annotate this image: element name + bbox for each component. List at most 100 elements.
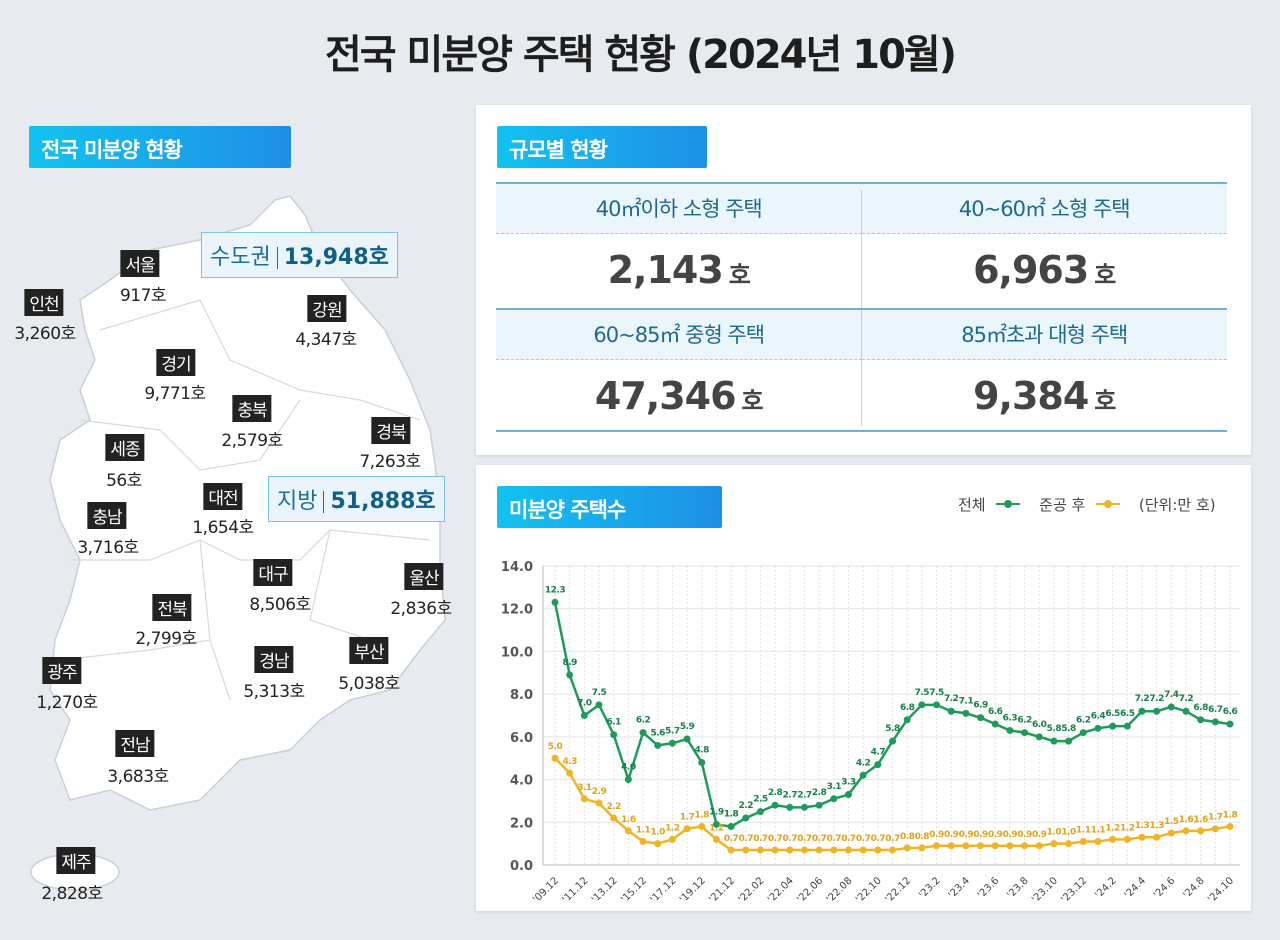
data-point — [859, 846, 867, 854]
data-point — [1153, 707, 1161, 715]
x-tick-label: '23.12 — [1059, 875, 1089, 905]
x-tick-label: '22.08 — [825, 875, 855, 905]
data-point — [977, 714, 985, 722]
region-value: 917호 — [119, 286, 167, 306]
data-point — [1211, 825, 1219, 833]
data-label: 0.9 — [988, 830, 1003, 840]
size-value: 9,384 — [973, 374, 1089, 418]
data-label: 0.7 — [812, 834, 827, 844]
region-value: 8,506호 — [249, 595, 311, 615]
region-name: 전남 — [115, 730, 155, 757]
data-label: 7.2 — [1135, 694, 1150, 704]
x-tick-label: '22.06 — [795, 875, 825, 905]
data-point — [1153, 833, 1161, 841]
y-tick-label: 12.0 — [501, 603, 533, 618]
size-label: 40~60㎡ 소형 주택 — [861, 184, 1227, 234]
y-tick-label: 6.0 — [510, 731, 533, 746]
data-point — [698, 758, 706, 766]
data-label: 1.1 — [1091, 826, 1106, 836]
x-tick-label: '23.6 — [976, 875, 1001, 900]
size-grid: 40㎡이하 소형 주택 2,143 호 40~60㎡ 소형 주택 6,963 호 60~… — [496, 182, 1227, 432]
data-point — [1123, 722, 1131, 730]
data-point — [668, 739, 676, 747]
region-name: 대전 — [203, 483, 243, 510]
data-label: 2.7 — [783, 790, 798, 800]
data-label: 6.1 — [606, 718, 621, 728]
data-point — [1138, 707, 1146, 715]
local-area-summary: 지방 51,888호 — [268, 476, 445, 522]
data-label: 2.8 — [812, 788, 827, 798]
size-unit: 호 — [728, 261, 751, 289]
region-value: 56호 — [106, 471, 142, 491]
y-tick-label: 0.0 — [510, 859, 533, 874]
x-tick-label: '19.12 — [678, 875, 708, 905]
region-value: 2,836호 — [390, 599, 452, 619]
size-unit: 호 — [1094, 387, 1116, 415]
x-tick-label: '23.10 — [1030, 875, 1060, 905]
data-label: 2.8 — [768, 788, 783, 798]
data-label: 0.9 — [973, 830, 988, 840]
data-label: 2.2 — [739, 801, 754, 811]
data-label: 3.1 — [827, 782, 842, 792]
data-point — [830, 795, 838, 803]
data-point — [595, 799, 603, 807]
data-point — [1123, 835, 1131, 843]
size-section-header: 규모별 현황 — [497, 126, 707, 168]
data-point — [933, 842, 941, 850]
legend-completed-marker-icon — [1096, 500, 1121, 508]
data-point — [1006, 726, 1014, 734]
x-tick-label: '23.2 — [917, 875, 942, 900]
data-label: 7.2 — [1179, 694, 1194, 704]
data-label: 1.3 — [1149, 821, 1164, 831]
data-label: 0.9 — [929, 830, 944, 840]
data-point — [742, 846, 750, 854]
data-label: 7.0 — [577, 699, 592, 709]
data-label: 6.6 — [1223, 707, 1238, 717]
region-name: 제주 — [56, 847, 96, 874]
region-name: 경남 — [254, 646, 294, 673]
data-point — [712, 835, 720, 843]
data-label: 2.2 — [606, 802, 621, 812]
data-point — [727, 823, 735, 831]
data-point — [962, 842, 970, 850]
data-label: 6.4 — [1091, 711, 1106, 721]
region-name: 부산 — [349, 637, 389, 664]
data-label: 0.7 — [783, 834, 798, 844]
data-point — [551, 598, 559, 606]
data-point — [947, 842, 955, 850]
region-name: 충북 — [232, 395, 272, 422]
data-point — [1094, 724, 1102, 732]
data-point — [1035, 733, 1043, 741]
data-point — [610, 731, 618, 739]
data-point — [639, 838, 647, 846]
data-point — [800, 803, 808, 811]
region-value: 5,038호 — [338, 674, 400, 694]
size-cell-40-60: 40~60㎡ 소형 주택 6,963 호 — [861, 184, 1227, 307]
data-label: 0.7 — [739, 834, 754, 844]
data-label: 12.3 — [545, 585, 565, 595]
data-point — [933, 701, 941, 709]
data-point — [874, 846, 882, 854]
data-point — [1079, 729, 1087, 737]
region-value: 3,683호 — [107, 767, 169, 787]
data-label: 1.5 — [1164, 817, 1179, 827]
data-label: 7.5 — [915, 688, 930, 698]
data-point — [712, 820, 720, 828]
data-point — [624, 827, 632, 835]
data-point — [1065, 737, 1073, 745]
size-unit: 호 — [741, 387, 764, 415]
y-tick-label: 8.0 — [510, 688, 533, 703]
chart-legend: 전체 준공 후 (단위:만 호) — [958, 494, 1220, 515]
region-value: 3,716호 — [77, 538, 139, 558]
data-label: 8.9 — [562, 658, 577, 668]
data-point — [1167, 703, 1175, 711]
data-point — [756, 846, 764, 854]
data-label: 2.7 — [797, 790, 812, 800]
data-point — [918, 844, 926, 852]
data-label: 0.7 — [768, 834, 783, 844]
capital-area-label: 수도권 — [210, 245, 271, 270]
data-label: 1.2 — [709, 823, 724, 833]
data-point — [1109, 835, 1117, 843]
data-point — [786, 803, 794, 811]
data-point — [580, 712, 588, 719]
